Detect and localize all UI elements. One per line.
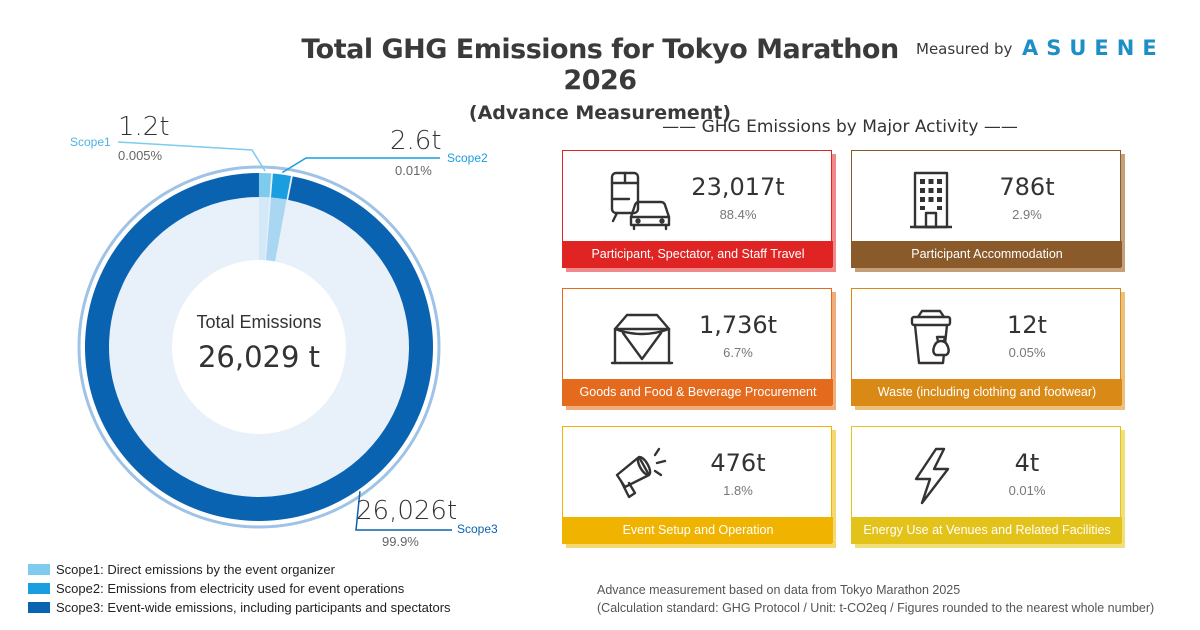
scope1-tag: Scope1 <box>70 135 111 149</box>
activity-section-title: —— GHG Emissions by Major Activity —— <box>662 117 1018 137</box>
footnote: Advance measurement based on data from T… <box>597 581 1154 617</box>
megaphone-icon <box>615 447 667 499</box>
activity-card-procurement: 1,736t 6.7% Goods and Food & Beverage Pr… <box>562 288 836 410</box>
activity-value-travel: 23,017t <box>691 173 785 201</box>
total-emissions-label: Total Emissions <box>196 312 322 332</box>
activity-label-event-setup: Event Setup and Operation <box>563 517 833 543</box>
scope3-value: 26,026t <box>356 496 458 526</box>
card-body: 476t 1.8% Event Setup and Operation <box>562 426 833 544</box>
donut-wedge-scope2 <box>265 197 287 262</box>
legend-swatch-scope3 <box>28 602 50 613</box>
title-line-2: (Advance Measurement) <box>468 102 732 124</box>
asuene-logo: ASUENE <box>1022 36 1165 60</box>
donut-wedge-scope1 <box>259 197 270 261</box>
activity-percent-procurement: 6.7% <box>723 345 753 360</box>
activity-value-event-setup: 476t <box>710 449 766 477</box>
legend-item-scope2: Scope2: Emissions from electricity used … <box>28 579 451 598</box>
donut-outer-ring <box>77 165 441 529</box>
chart-title: Total GHG Emissions for Tokyo Marathon 2… <box>300 34 900 124</box>
legend-item-scope1: Scope1: Direct emissions by the event or… <box>28 560 451 579</box>
activity-value-waste: 12t <box>1007 311 1047 339</box>
chart-legend: Scope1: Direct emissions by the event or… <box>28 560 451 617</box>
measured-by-label: Measured by <box>916 40 1013 58</box>
activity-value-accommodation: 786t <box>999 173 1055 201</box>
card-body: 4t 0.01% Energy Use at Venues and Relate… <box>851 426 1122 544</box>
donut-hole <box>172 260 346 434</box>
activity-value-procurement: 1,736t <box>698 311 778 339</box>
legend-text-scope3: Scope3: Event-wide emissions, including … <box>56 600 451 615</box>
hotel-icon <box>910 171 952 229</box>
lightning-icon <box>914 447 950 505</box>
scope1-value: 1.2t <box>118 112 170 142</box>
donut-slice-scope2 <box>271 173 292 200</box>
card-body: 1,736t 6.7% Goods and Food & Beverage Pr… <box>562 288 833 406</box>
activity-section-title-text: GHG Emissions by Major Activity <box>701 117 979 137</box>
activity-value-energy: 4t <box>1014 449 1040 477</box>
emissions-donut-chart <box>77 141 452 531</box>
card-body: 23,017t 88.4% Participant, Spectator, an… <box>562 150 833 268</box>
travel-icon <box>610 171 671 231</box>
activity-card-travel: 23,017t 88.4% Participant, Spectator, an… <box>562 150 836 272</box>
scope3-percent: 99.9% <box>382 534 419 549</box>
leader-line-scope3 <box>355 491 452 531</box>
activity-label-travel: Participant, Spectator, and Staff Travel <box>563 241 833 267</box>
legend-text-scope2: Scope2: Emissions from electricity used … <box>56 581 405 596</box>
leader-line-scope2 <box>281 157 440 174</box>
activity-card-event-setup: 476t 1.8% Event Setup and Operation <box>562 426 836 548</box>
legend-text-scope1: Scope1: Direct emissions by the event or… <box>56 562 335 577</box>
card-body: 12t 0.05% Waste (including clothing and … <box>851 288 1122 406</box>
activity-percent-accommodation: 2.9% <box>1012 207 1042 222</box>
activity-percent-energy: 0.01% <box>1008 483 1046 498</box>
scope2-percent: 0.01% <box>395 163 432 178</box>
scope2-value: 2.6t <box>390 126 442 156</box>
total-emissions-value: 26,029 t <box>197 340 321 374</box>
activity-label-energy: Energy Use at Venues and Related Facilit… <box>852 517 1122 543</box>
leader-line-scope1 <box>117 141 266 172</box>
scope3-tag: Scope3 <box>457 522 498 536</box>
card-body: 786t 2.9% Participant Accommodation <box>851 150 1122 268</box>
tent-icon <box>610 313 674 365</box>
activity-card-accommodation: 786t 2.9% Participant Accommodation <box>851 150 1125 272</box>
activity-card-energy: 4t 0.01% Energy Use at Venues and Relate… <box>851 426 1125 548</box>
title-line-1: Total GHG Emissions for Tokyo Marathon 2… <box>301 34 899 96</box>
footnote-line-1: Advance measurement based on data from T… <box>597 583 961 597</box>
legend-item-scope3: Scope3: Event-wide emissions, including … <box>28 598 451 617</box>
scope1-percent: 0.005% <box>118 148 163 163</box>
activity-label-accommodation: Participant Accommodation <box>852 241 1122 267</box>
activity-percent-event-setup: 1.8% <box>723 483 753 498</box>
legend-swatch-scope1 <box>28 564 50 575</box>
scope2-tag: Scope2 <box>447 151 488 165</box>
footnote-line-2: (Calculation standard: GHG Protocol / Un… <box>597 601 1155 615</box>
activity-label-procurement: Goods and Food & Beverage Procurement <box>563 379 833 405</box>
activity-percent-travel: 88.4% <box>719 207 757 222</box>
legend-swatch-scope2 <box>28 583 50 594</box>
activity-label-waste: Waste (including clothing and footwear) <box>852 379 1122 405</box>
activity-percent-waste: 0.05% <box>1008 345 1046 360</box>
donut-slice-scope1 <box>259 173 272 198</box>
trash-bin-icon <box>910 309 952 365</box>
activity-card-waste: 12t 0.05% Waste (including clothing and … <box>851 288 1125 410</box>
